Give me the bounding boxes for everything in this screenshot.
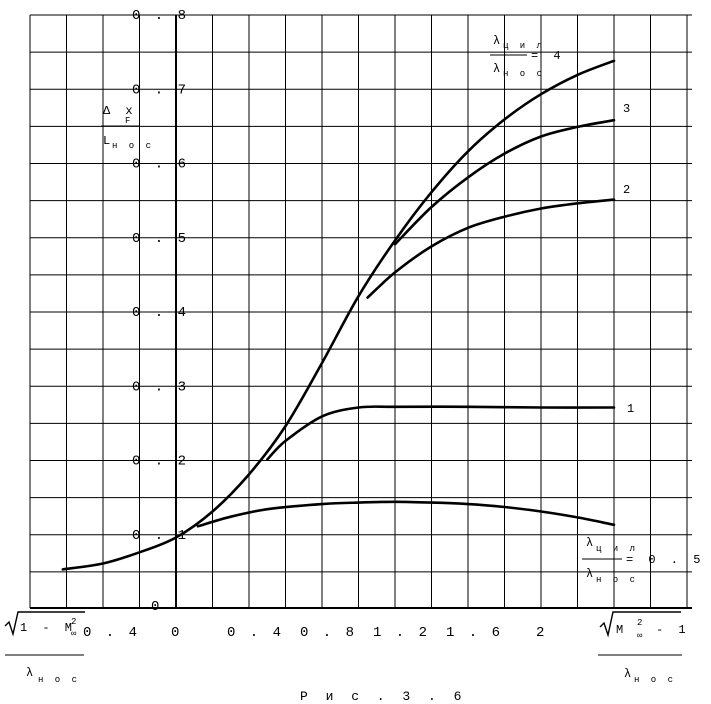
chart-grid (29, 14, 692, 608)
series-label-4: = 4 (531, 49, 565, 63)
chart-axes (30, 15, 692, 609)
chart-curves (61, 59, 616, 571)
y-label-denominator: L (103, 134, 114, 148)
param-top-num: λ (493, 34, 504, 48)
y-label-denominator-sub: н о с (112, 141, 154, 151)
param-top-num-sub: ц и л (503, 41, 545, 51)
series-label-2: 2 (623, 183, 634, 197)
param-top-den-sub: н о с (503, 69, 545, 79)
x-left-den: λ (26, 666, 37, 680)
x-label-left: 1 - M 2 ∞ λ н о с (4, 611, 85, 685)
y-tick-label: 0 . 2 (132, 454, 189, 470)
series-label-1: 1 (627, 402, 638, 416)
y-tick-label: 0 . 4 (132, 305, 189, 321)
x-tick-label-right: 0 . 8 (300, 625, 357, 641)
y-tick-label: 0 . 7 (132, 82, 189, 98)
param-label-bottom: λ ц и л λ н о с = 0 . 5 (582, 536, 704, 585)
figure-caption: Р и с . 3 . 6 (300, 689, 466, 704)
x-tick-label-right: 1 . 2 (373, 625, 430, 641)
series-line-3 (393, 118, 616, 246)
y-tick-labels: 0 0 . 1 0 . 2 0 . 3 0 . 4 0 . 5 0 . 6 0 . 7 0 . … (132, 8, 189, 615)
x-tick-label-right: 1 . 6 (446, 625, 503, 641)
y-label-numerator-sub: F (125, 116, 133, 126)
x-label-right: M 2 ∞ - 1 λ н о с (598, 611, 690, 685)
param-top-den: λ (493, 62, 504, 76)
series-line-2 (366, 198, 616, 299)
x-left-sub: ∞ (71, 629, 79, 639)
param-bottom-num-sub: ц и л (596, 544, 638, 554)
x-right-tail: - 1 (656, 623, 690, 637)
series-line-0-5 (196, 500, 616, 528)
x-right-den: λ (624, 667, 635, 681)
series-label-3: 3 (623, 102, 634, 116)
param-bottom-num: λ (586, 536, 597, 550)
y-tick-label: 0 . 5 (132, 231, 189, 247)
x-right-sup: 2 (637, 618, 645, 628)
y-label-numerator: Δ x (103, 104, 137, 118)
x-tick-label-left: 0 . 4 (83, 625, 140, 641)
y-tick-label: 0 (151, 599, 162, 615)
y-tick-label: 0 . 1 (132, 528, 189, 544)
series-label-0-5: = 0 . 5 (626, 553, 704, 567)
x-tick-label-right: 0 . 4 (227, 625, 284, 641)
series-line-1 (266, 405, 616, 461)
x-tick-label-right: 2 (536, 625, 547, 641)
x-tick-labels: 0 . 4 0 0 . 4 0 . 8 1 . 2 1 . 6 2 (83, 625, 547, 641)
x-left-sup: 2 (71, 617, 79, 627)
x-right-sub: ∞ (637, 631, 645, 641)
x-left-den-sub: н о с (38, 675, 80, 685)
param-bottom-den-sub: н о с (596, 575, 638, 585)
y-tick-label: 0 . 8 (132, 8, 189, 24)
x-tick-label-right: 0 (171, 625, 182, 641)
param-bottom-den: λ (586, 567, 597, 581)
param-label-top: λ ц и л λ н о с = 4 (490, 34, 565, 79)
series-line-4 (61, 59, 616, 571)
y-axis-label: Δ x F L н о с (101, 104, 154, 151)
y-tick-label: 0 . 6 (132, 157, 189, 173)
x-right-den-sub: н о с (634, 675, 676, 685)
y-tick-label: 0 . 3 (132, 379, 189, 395)
x-right-num: M (616, 623, 627, 637)
x-left-num: 1 - M (20, 621, 76, 635)
